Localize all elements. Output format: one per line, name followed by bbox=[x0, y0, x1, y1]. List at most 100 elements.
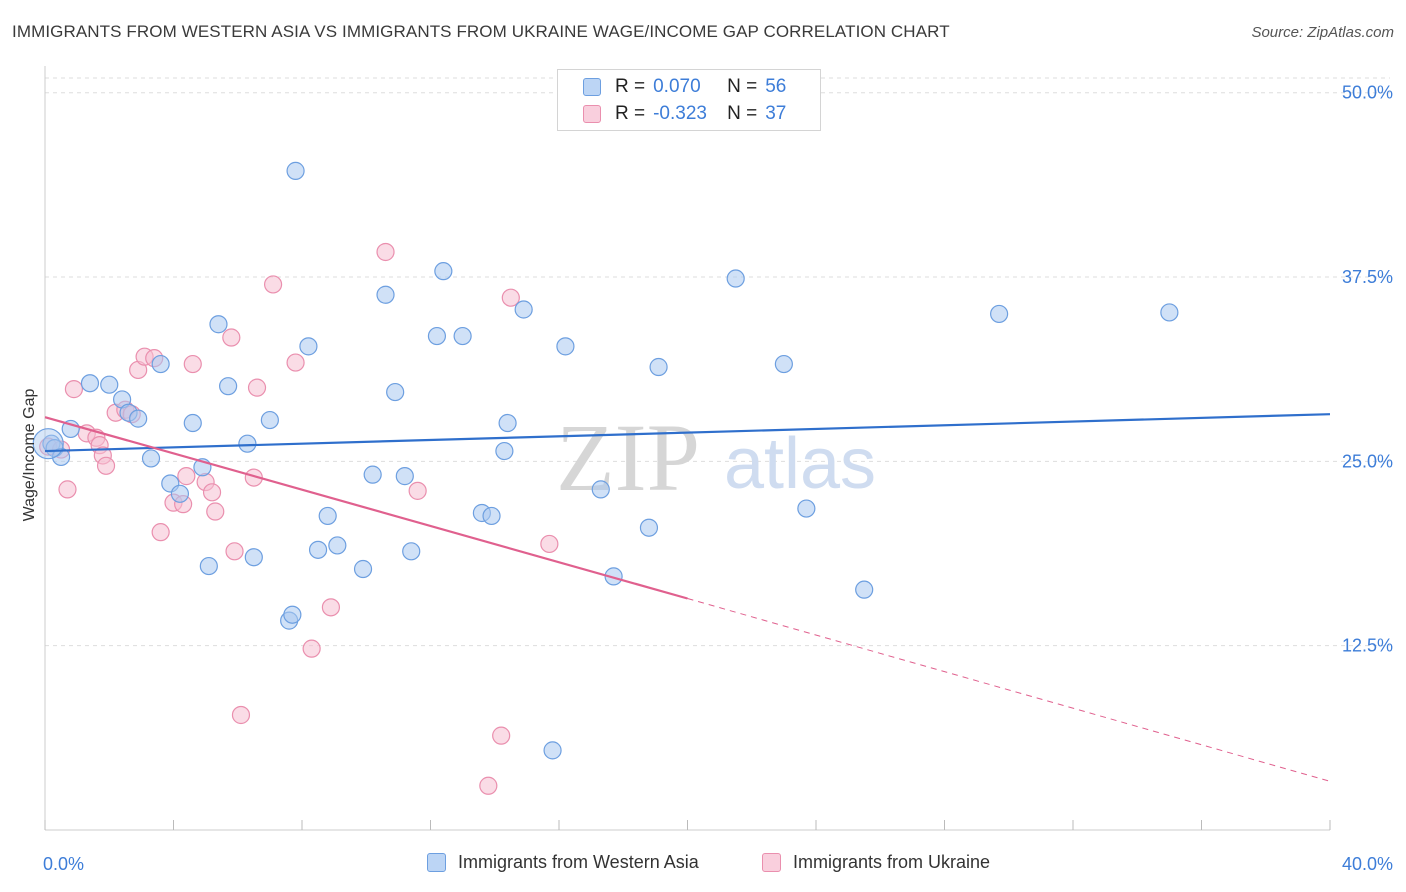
data-point bbox=[141, 449, 161, 468]
data-point bbox=[206, 502, 225, 521]
watermark-atlas: atlas bbox=[724, 424, 876, 504]
data-point bbox=[990, 304, 1009, 324]
data-point bbox=[51, 447, 71, 467]
x-tick-label: 0.0% bbox=[43, 854, 84, 874]
trend-lines bbox=[44, 413, 1331, 782]
n-value: 56 bbox=[765, 76, 787, 97]
legend-row-western-asia: R = 0.070 N = 56 bbox=[558, 74, 786, 100]
y-tick-label: 12.5% bbox=[1342, 636, 1393, 656]
data-point bbox=[283, 605, 302, 624]
data-point bbox=[514, 300, 533, 319]
r-label: R = bbox=[615, 103, 646, 124]
data-point bbox=[639, 518, 659, 537]
data-point bbox=[649, 357, 668, 377]
data-point bbox=[260, 410, 279, 430]
r-value: 0.070 bbox=[653, 76, 701, 97]
blue-swatch-icon bbox=[427, 853, 446, 872]
data-point bbox=[209, 315, 228, 334]
data-point bbox=[453, 326, 472, 346]
data-point bbox=[238, 434, 257, 453]
data-point bbox=[183, 413, 202, 433]
data-point bbox=[302, 639, 321, 658]
data-point bbox=[540, 534, 559, 554]
data-point bbox=[219, 377, 238, 396]
data-point bbox=[225, 542, 244, 561]
data-point bbox=[408, 481, 427, 500]
data-point bbox=[434, 262, 453, 281]
n-value: 37 bbox=[765, 103, 787, 124]
data-point bbox=[286, 353, 305, 372]
n-label: N = bbox=[727, 103, 758, 124]
correlation-legend: R = 0.070 N = 56 R = -0.323 N = 37 bbox=[557, 69, 821, 131]
data-point bbox=[774, 354, 793, 374]
data-point bbox=[321, 598, 341, 617]
data-point bbox=[58, 480, 77, 499]
data-point bbox=[170, 484, 190, 503]
data-point bbox=[129, 409, 148, 428]
data-point bbox=[353, 559, 373, 579]
data-point bbox=[263, 275, 283, 294]
watermark: ZIP atlas bbox=[556, 404, 876, 511]
data-point bbox=[318, 506, 337, 526]
data-point bbox=[151, 354, 170, 374]
data-point bbox=[482, 506, 501, 526]
data-point bbox=[64, 380, 84, 399]
data-point bbox=[151, 523, 170, 542]
data-point bbox=[308, 540, 328, 559]
legend-label: Immigrants from Ukraine bbox=[793, 852, 991, 872]
data-point bbox=[363, 465, 382, 484]
legend-row-ukraine: R = -0.323 N = 37 bbox=[558, 101, 786, 127]
data-point bbox=[222, 328, 241, 347]
data-point bbox=[479, 776, 498, 795]
y-axis-title: Wage/Income Gap bbox=[21, 389, 38, 522]
data-point bbox=[556, 337, 575, 356]
data-point bbox=[247, 378, 267, 397]
data-point bbox=[286, 161, 305, 180]
data-point bbox=[202, 483, 222, 502]
data-point bbox=[328, 536, 347, 555]
legend-item-western-asia: Immigrants from Western Asia bbox=[427, 852, 699, 873]
data-point bbox=[299, 337, 318, 356]
data-point bbox=[395, 467, 414, 486]
data-point bbox=[183, 354, 202, 374]
n-label: N = bbox=[727, 76, 758, 97]
pink-swatch-icon bbox=[762, 853, 781, 872]
trend-line-ukraine bbox=[44, 416, 688, 600]
data-point bbox=[492, 726, 511, 745]
data-point bbox=[177, 467, 196, 486]
data-point bbox=[495, 441, 514, 461]
legend-item-ukraine: Immigrants from Ukraine bbox=[762, 852, 990, 873]
y-tick-label: 50.0% bbox=[1342, 83, 1393, 103]
legend-label: Immigrants from Western Asia bbox=[458, 852, 699, 872]
data-point bbox=[376, 242, 395, 262]
trend-line-western-asia bbox=[44, 413, 1331, 453]
data-point bbox=[427, 326, 447, 346]
data-point bbox=[543, 741, 562, 760]
data-point bbox=[1160, 303, 1179, 322]
data-point bbox=[376, 285, 395, 304]
data-point bbox=[402, 542, 421, 561]
data-point bbox=[80, 374, 100, 393]
data-point bbox=[244, 548, 263, 567]
trend-line-ukraine-extension bbox=[687, 598, 1331, 782]
x-tick-label: 40.0% bbox=[1342, 854, 1393, 874]
blue-swatch-icon bbox=[583, 78, 601, 96]
data-point bbox=[498, 413, 517, 433]
source-credit: Source: ZipAtlas.com bbox=[1251, 24, 1394, 41]
y-tick-label: 25.0% bbox=[1342, 451, 1393, 471]
pink-swatch-icon bbox=[583, 105, 601, 123]
tick-labels: 12.5% 25.0% 37.5% 50.0% 0.0% 40.0% bbox=[43, 83, 1393, 874]
r-label: R = bbox=[615, 76, 646, 97]
data-point bbox=[726, 269, 745, 288]
data-point bbox=[231, 705, 251, 725]
data-point bbox=[591, 480, 610, 499]
r-value: -0.323 bbox=[653, 103, 707, 124]
data-point bbox=[855, 580, 874, 599]
data-point bbox=[386, 382, 405, 402]
y-tick-label: 37.5% bbox=[1342, 267, 1393, 287]
data-point bbox=[797, 499, 816, 518]
series-legend: Immigrants from Western Asia Immigrants … bbox=[0, 852, 1406, 878]
watermark-zip: ZIP bbox=[556, 404, 700, 511]
data-point bbox=[100, 375, 119, 394]
